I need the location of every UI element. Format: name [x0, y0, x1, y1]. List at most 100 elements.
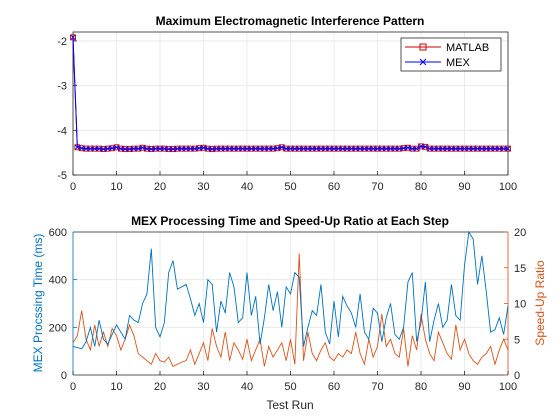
top-chart-title: Maximum Electromagnetic Interference Pat… — [156, 14, 425, 28]
mex-data-point — [214, 146, 219, 151]
top-x-tick-label: 80 — [415, 181, 427, 193]
mex-data-point — [140, 145, 145, 151]
bottom-axes: MEX Processing Time and Speed-Up Ratio a… — [31, 214, 547, 412]
bottom-series — [72, 230, 509, 368]
mex-data-point — [244, 146, 250, 151]
mex-data-point — [283, 146, 289, 151]
mex-data-point — [436, 146, 441, 151]
mex-data-point — [479, 146, 485, 151]
bottom-chart-title: MEX Processing Time and Speed-Up Ratio a… — [131, 214, 449, 228]
mex-data-point — [383, 146, 389, 151]
bottom-x-tick-label: 40 — [241, 381, 253, 393]
top-x-tick-label: 90 — [458, 181, 470, 193]
top-series — [70, 34, 511, 153]
mex-data-point — [270, 146, 276, 151]
mex-data-point — [235, 146, 241, 151]
mex-data-point — [105, 146, 111, 151]
mex-data-point — [157, 146, 163, 151]
legend-matlab-marker — [419, 43, 427, 51]
mex-data-point — [227, 146, 232, 151]
mex-data-point — [370, 146, 376, 151]
mex-data-point — [296, 146, 302, 151]
mex-data-point — [253, 146, 259, 151]
mex-data-point — [88, 146, 93, 151]
mex-data-point — [357, 146, 363, 151]
top-x-ticks: 0 10 20 30 40 50 60 70 80 90 100 — [70, 171, 517, 193]
bottom-x-tick-label: 70 — [371, 381, 383, 393]
top-axes: Maximum Electromagnetic Interference Pat… — [57, 14, 517, 193]
mex-data-point — [418, 144, 424, 149]
mex-data-point — [466, 146, 472, 151]
legend-matlab-label: MATLAB — [446, 42, 489, 54]
mex-data-point — [475, 146, 480, 151]
mex-data-point — [188, 146, 193, 151]
mex-data-point — [453, 146, 459, 151]
mex-data-point — [275, 145, 280, 151]
mex-data-point — [266, 146, 272, 151]
mex-data-point — [262, 146, 267, 151]
mex-data-point — [340, 146, 346, 151]
mex-data-point — [201, 145, 206, 151]
mex-data-point — [366, 146, 372, 151]
bottom-right-y-ticks: 0 5 10 15 20 — [504, 227, 526, 382]
mex-data-point — [218, 146, 224, 151]
mex-data-point — [396, 146, 402, 151]
left-y-tick-label: 200 — [49, 322, 67, 334]
top-x-tick-label: 60 — [328, 181, 340, 193]
legend-mex-label: MEX — [446, 57, 471, 69]
mex-data-point — [249, 146, 254, 151]
left-y-tick-label: 600 — [49, 227, 67, 239]
mex-data-point — [344, 146, 350, 151]
mex-data-point — [305, 146, 311, 151]
mex-data-point — [83, 146, 89, 151]
mex-data-point — [375, 146, 380, 151]
mex-data-point — [288, 146, 293, 151]
mex-data-point — [449, 146, 454, 151]
mex-data-point — [192, 146, 198, 151]
mex-data-point — [318, 146, 324, 151]
mex-data-point — [457, 146, 463, 151]
mex-data-point — [483, 146, 489, 151]
top-x-tick-label: 0 — [70, 181, 76, 193]
mex-data-point — [222, 146, 228, 151]
mex-data-point — [175, 146, 180, 151]
mex-data-point — [501, 146, 506, 151]
mex-data-point — [96, 146, 102, 151]
mex-data-point — [401, 145, 406, 151]
mex-data-point — [292, 146, 298, 151]
legend-box — [400, 37, 502, 72]
left-y-tick-label: 0 — [61, 370, 67, 382]
mex-data-point — [379, 146, 385, 151]
matlab-data-point — [139, 144, 146, 151]
mex-data-point — [153, 146, 158, 151]
mex-data-point — [209, 146, 215, 152]
mex-data-point — [240, 146, 245, 151]
bottom-x-tick-label: 30 — [197, 381, 209, 393]
top-y-tick-label: -5 — [57, 170, 67, 182]
mex-data-point — [488, 146, 493, 151]
bottom-x-ticks: 0 10 20 30 40 50 60 70 80 90 100 — [70, 371, 517, 393]
top-x-tick-label: 20 — [154, 181, 166, 193]
mex-data-point — [148, 146, 154, 152]
mex-data-point — [196, 145, 202, 151]
mex-data-point — [101, 146, 106, 152]
mex-data-point — [327, 146, 332, 151]
mex-data-point — [444, 146, 450, 151]
right-y-axis-label: Speed-Up Ratio — [533, 260, 547, 346]
mex-data-point — [109, 145, 115, 151]
bottom-x-tick-label: 20 — [154, 381, 166, 393]
bottom-x-tick-label: 90 — [458, 381, 470, 393]
mex-data-point — [279, 144, 285, 150]
x-axis-label: Test Run — [266, 398, 313, 412]
mex-data-point — [122, 146, 128, 152]
left-y-tick-label: 400 — [49, 275, 67, 287]
mex-data-point — [331, 146, 337, 151]
mex-data-point — [205, 146, 211, 151]
mex-data-point — [440, 146, 446, 151]
mex-data-point — [309, 146, 315, 151]
mex-data-point — [392, 146, 398, 151]
mex-data-point — [388, 146, 393, 151]
mex-data-point — [301, 146, 306, 151]
mex-data-point — [423, 144, 428, 150]
